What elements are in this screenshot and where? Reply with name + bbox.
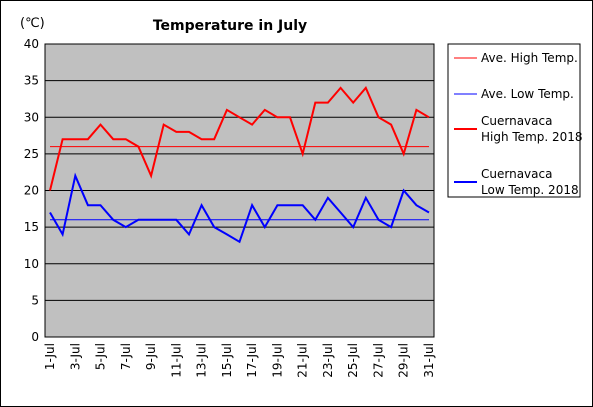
y-tick-label: 15 — [24, 220, 39, 234]
x-tick-label: 29-Jul — [397, 343, 411, 378]
legend-label: High Temp. 2018 — [481, 130, 583, 144]
y-unit-label: (℃) — [20, 16, 45, 31]
x-tick-label: 3-Jul — [68, 343, 82, 370]
x-tick-label: 27-Jul — [371, 343, 385, 378]
x-tick-label: 9-Jul — [144, 343, 158, 370]
y-tick-label: 20 — [24, 184, 39, 198]
y-tick-label: 10 — [24, 257, 39, 271]
x-tick-label: 11-Jul — [169, 343, 183, 378]
legend-box — [447, 43, 581, 198]
x-tick-label: 1-Jul — [43, 343, 57, 370]
legend-label: Ave. Low Temp. — [481, 87, 574, 101]
y-tick-label: 40 — [24, 37, 39, 51]
x-axis: 1-Jul 3-Jul 5-Jul 7-Jul 9-Jul 11-Jul 13-Jul 15-… — [43, 343, 436, 378]
series-lines — [49, 86, 430, 244]
x-tick-label: 31-Jul — [422, 343, 436, 378]
x-tick-label: 19-Jul — [270, 343, 284, 378]
x-tick-label: 23-Jul — [321, 343, 335, 378]
x-tick-label: 7-Jul — [119, 343, 133, 370]
legend: Ave. High Temp. Ave. Low Temp. Cuernavaca H… — [454, 51, 583, 197]
legend-label: Cuernavaca — [481, 114, 552, 128]
legend-label: Ave. High Temp. — [481, 51, 578, 65]
y-tick-label: 5 — [31, 293, 39, 307]
x-tick-label: 21-Jul — [296, 343, 310, 378]
y-tick-label: 35 — [24, 74, 39, 88]
legend-label: Low Temp. 2018 — [481, 183, 579, 197]
y-axis: 0 5 10 15 20 25 30 35 40 — [24, 37, 39, 344]
series-line-4 — [49, 172, 430, 244]
y-tick-label: 25 — [24, 147, 39, 161]
x-tick-label: 17-Jul — [245, 343, 259, 378]
chart-title: Temperature in July — [153, 18, 307, 34]
x-tick-label: 25-Jul — [346, 343, 360, 378]
x-tick-label: 13-Jul — [195, 343, 209, 378]
y-tick-label: 30 — [24, 110, 39, 124]
legend-label: Cuernavaca — [481, 167, 552, 181]
x-tick-label: 15-Jul — [220, 343, 234, 378]
series-line-3 — [49, 86, 430, 191]
x-tick-label: 5-Jul — [94, 343, 108, 370]
y-tick-label: 0 — [31, 330, 39, 344]
